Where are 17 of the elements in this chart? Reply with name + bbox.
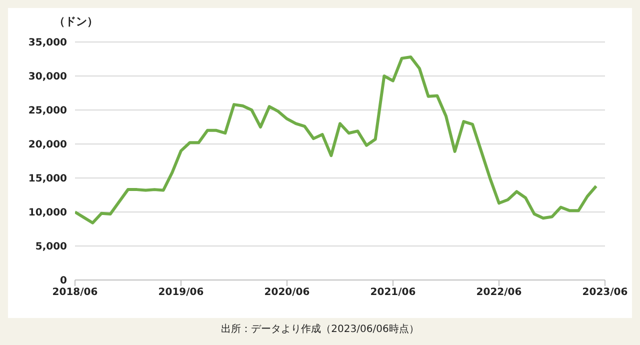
x-tick-label: 2018/06 bbox=[52, 287, 98, 298]
x-tick-label: 2023/06 bbox=[582, 287, 628, 298]
y-tick-label: 10,000 bbox=[28, 208, 68, 219]
y-tick-label: 0 bbox=[60, 276, 68, 287]
x-tick-label: 2019/06 bbox=[158, 287, 204, 298]
y-axis-title: （ドン） bbox=[54, 14, 98, 29]
y-tick-label: 5,000 bbox=[35, 242, 68, 253]
y-tick-label: 20,000 bbox=[28, 140, 68, 151]
line-series bbox=[75, 55, 598, 224]
y-tick-label: 15,000 bbox=[28, 174, 68, 185]
x-tick-label: 2021/06 bbox=[370, 287, 416, 298]
y-tick-label: 25,000 bbox=[28, 106, 68, 117]
y-tick-label: 35,000 bbox=[28, 38, 68, 49]
text: 出所：データより作成（2023/06/06時点） bbox=[220, 322, 420, 336]
x-tick-label: 2020/06 bbox=[264, 287, 310, 298]
x-tick-label: 2022/06 bbox=[476, 287, 522, 298]
y-tick-label: 30,000 bbox=[28, 72, 68, 83]
